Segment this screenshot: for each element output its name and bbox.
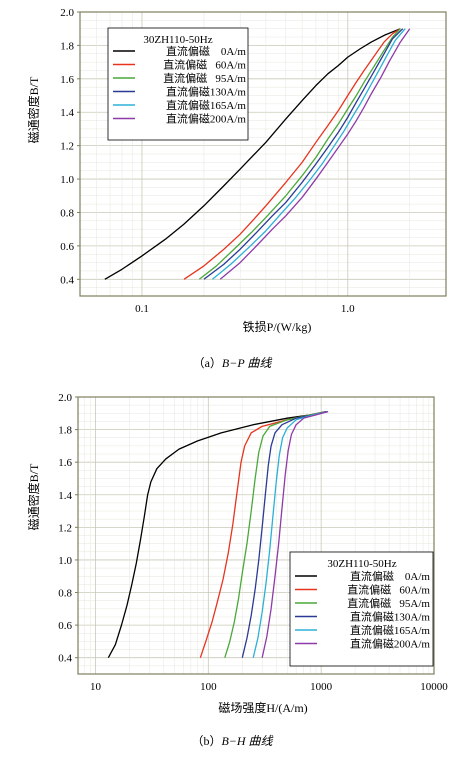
- x-axis-label-b: 磁场强度H/(A/m): [218, 700, 307, 715]
- legend-label-1: 直流偏磁 60A/m: [347, 583, 430, 597]
- y-tick-label: 2.0: [58, 392, 72, 404]
- series-line-0: [107, 411, 326, 659]
- y-tick-label: 0.4: [58, 653, 72, 665]
- legend-label-0: 直流偏磁 0A/m: [350, 569, 430, 583]
- y-tick-label: 1.0: [60, 174, 74, 186]
- y-tick-label: 1.6: [58, 457, 72, 469]
- y-tick-label: 1.2: [60, 141, 74, 153]
- legend-title-a: 30ZH110-50Hz: [143, 34, 212, 46]
- caption-text-a: B−P 曲线: [222, 356, 273, 370]
- series-line-5: [219, 28, 411, 280]
- y-tick-label: 0.8: [60, 207, 74, 219]
- x-tick-label: 100: [200, 681, 217, 693]
- y-tick-label: 0.6: [58, 620, 72, 632]
- chart-a-bp-curve: 0.4 0.6 0.8 1.0 1.2 1.4 1.6 1.8 2.0 0.1 1.0 铁损P/(…: [26, 7, 447, 370]
- legend-label-5: 直流偏磁200A/m: [166, 112, 246, 126]
- series-line-0: [104, 28, 401, 280]
- legend-label-5: 直流偏磁200A/m: [350, 637, 430, 651]
- y-tick-label: 0.6: [60, 241, 74, 253]
- legend-label-2: 直流偏磁 95A/m: [163, 71, 246, 85]
- chart-b-bh-curve: 0.4 0.6 0.8 1.0 1.2 1.4 1.6 1.8 2.0 10 100 1000 100…: [26, 392, 448, 748]
- x-tick-labels-b: 10 100 1000 10000: [90, 681, 448, 693]
- series-line-3: [241, 411, 329, 658]
- series-line-2: [224, 411, 329, 658]
- caption-a: （a）B−P 曲线: [193, 356, 273, 370]
- caption-text-b: B−H 曲线: [221, 734, 273, 748]
- series-lines-b: [107, 411, 329, 659]
- y-tick-label: 1.8: [60, 40, 74, 52]
- series-line-5: [261, 411, 329, 658]
- legend-label-4: 直流偏磁165A/m: [350, 623, 430, 637]
- legend-label-4: 直流偏磁165A/m: [166, 98, 246, 112]
- caption-b: （b）B−H 曲线: [191, 734, 273, 748]
- legend-label-3: 直流偏磁130A/m: [166, 85, 246, 99]
- y-tick-label: 0.8: [58, 588, 72, 600]
- legend-label-0: 直流偏磁 0A/m: [166, 44, 246, 58]
- legend-box-b: [289, 551, 434, 667]
- series-line-3: [203, 28, 404, 280]
- series-line-4: [212, 28, 406, 280]
- y-tick-label: 1.2: [58, 522, 72, 534]
- y-tick-label: 2.0: [60, 7, 74, 19]
- y-tick-label: 1.0: [58, 555, 72, 567]
- y-tick-label: 1.6: [60, 74, 74, 86]
- legend-label-3: 直流偏磁130A/m: [350, 610, 430, 624]
- y-tick-label: 1.8: [58, 425, 72, 437]
- series-line-1: [183, 28, 401, 280]
- x-tick-label: 10000: [420, 681, 448, 693]
- legend-box-a: [107, 27, 249, 141]
- plot-frame-b: [77, 396, 435, 675]
- plot-frame-a: [79, 11, 447, 297]
- series-line-1: [199, 411, 329, 658]
- y-tick-labels-a: 0.4 0.6 0.8 1.0 1.2 1.4 1.6 1.8 2.0: [60, 7, 80, 286]
- legend-label-2: 直流偏磁 95A/m: [347, 596, 430, 610]
- legend-title-b: 30ZH110-50Hz: [327, 558, 396, 570]
- caption-prefix-b: （b）: [191, 734, 221, 748]
- x-tick-label: 10: [90, 681, 102, 693]
- y-tick-label: 1.4: [60, 107, 74, 119]
- x-tick-label: 0.1: [135, 303, 149, 315]
- y-tick-label: 0.4: [60, 274, 74, 286]
- caption-prefix-a: （a）: [193, 356, 222, 370]
- series-line-4: [252, 411, 329, 658]
- y-axis-label-b: 磁通密度B/T: [26, 463, 41, 530]
- x-tick-labels-a: 0.1 1.0: [135, 303, 355, 315]
- y-tick-labels-b: 0.4 0.6 0.8 1.0 1.2 1.4 1.6 1.8 2.0: [58, 392, 78, 665]
- y-axis-label-a: 磁通密度B/T: [26, 76, 41, 143]
- x-tick-label: 1.0: [341, 303, 355, 315]
- legend-label-1: 直流偏磁 60A/m: [163, 58, 246, 72]
- series-lines-a: [104, 28, 411, 280]
- y-tick-label: 1.4: [58, 490, 72, 502]
- series-line-2: [198, 28, 401, 280]
- x-axis-label-a: 铁损P/(W/kg): [243, 320, 312, 334]
- x-tick-label: 1000: [310, 681, 333, 693]
